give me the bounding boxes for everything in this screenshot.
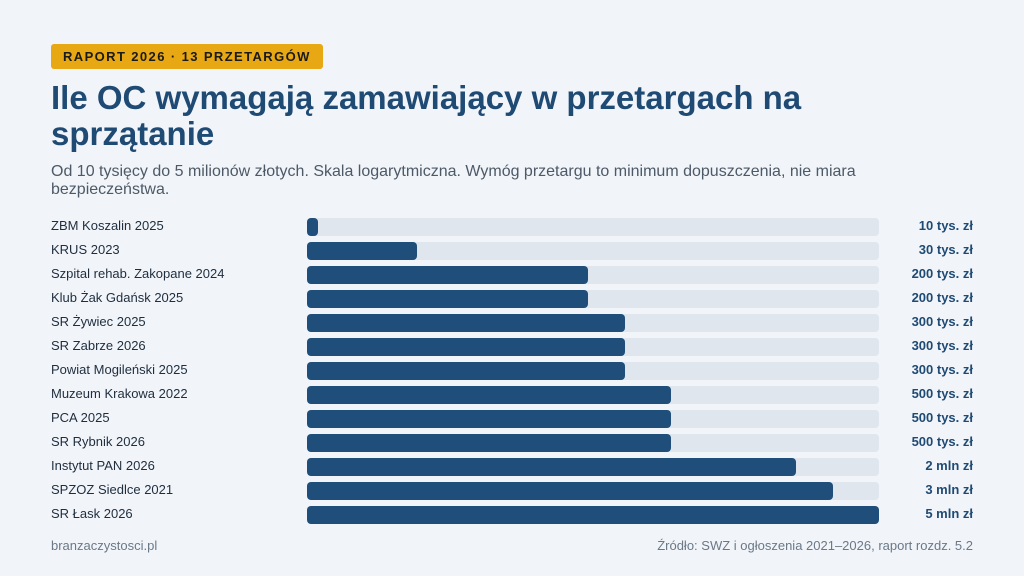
bar — [307, 290, 589, 308]
bar-category-label: SR Rybnik 2026 — [51, 434, 145, 449]
bar-track — [307, 242, 879, 260]
bar-row: Instytut PAN 2026 2 mln zł — [0, 454, 1024, 478]
bar-track — [307, 290, 879, 308]
bar-category-label: PCA 2025 — [51, 410, 110, 425]
bar-track — [307, 362, 879, 380]
bar-row: PCA 2025 500 tys. zł — [0, 406, 1024, 430]
source-note: Źródło: SWZ i ogłoszenia 2021–2026, rapo… — [657, 538, 973, 553]
bar — [307, 242, 418, 260]
bar-value-label: 5 mln zł — [925, 506, 973, 521]
bar-row: Klub Żak Gdańsk 2025 200 tys. zł — [0, 286, 1024, 310]
bar-category-label: ZBM Koszalin 2025 — [51, 218, 164, 233]
bar-track — [307, 458, 879, 476]
bar-category-label: Klub Żak Gdańsk 2025 — [51, 290, 184, 305]
bar-track — [307, 338, 879, 356]
page-title: Ile OC wymagają zamawiający w przetargac… — [51, 79, 802, 152]
bar — [307, 506, 879, 524]
bar — [307, 482, 833, 500]
bar-row: SR Żywiec 2025 300 tys. zł — [0, 310, 1024, 334]
bar-row: SPZOZ Siedlce 2021 3 mln zł — [0, 478, 1024, 502]
bar-value-label: 10 tys. zł — [918, 218, 973, 233]
bar-track — [307, 314, 879, 332]
bar — [307, 362, 626, 380]
bar-track — [307, 434, 879, 452]
bar-value-label: 200 tys. zł — [911, 266, 973, 281]
bar-category-label: Muzeum Krakowa 2022 — [51, 386, 188, 401]
bar-track — [307, 506, 879, 524]
bar-value-label: 500 tys. zł — [911, 410, 973, 425]
bar-category-label: Szpital rehab. Zakopane 2024 — [51, 266, 225, 281]
bar-track — [307, 266, 879, 284]
bar-value-label: 500 tys. zł — [911, 434, 973, 449]
bar — [307, 218, 318, 236]
bar-category-label: KRUS 2023 — [51, 242, 120, 257]
bar-row: ZBM Koszalin 2025 10 tys. zł — [0, 214, 1024, 238]
bar-track — [307, 386, 879, 404]
bar-row: KRUS 2023 30 tys. zł — [0, 238, 1024, 262]
bar-category-label: Instytut PAN 2026 — [51, 458, 155, 473]
bar — [307, 338, 626, 356]
bar — [307, 386, 672, 404]
bar-row: SR Rybnik 2026 500 tys. zł — [0, 430, 1024, 454]
bar-category-label: Powiat Mogileński 2025 — [51, 362, 188, 377]
site-name: branzaczystosci.pl — [51, 538, 158, 553]
bar-category-label: SR Zabrze 2026 — [51, 338, 146, 353]
bar-value-label: 2 mln zł — [925, 458, 973, 473]
bar-value-label: 3 mln zł — [925, 482, 973, 497]
report-badge: RAPORT 2026 · 13 PRZETARGÓW — [51, 44, 323, 69]
bar-value-label: 300 tys. zł — [911, 314, 973, 329]
bar-track — [307, 482, 879, 500]
bar — [307, 434, 672, 452]
bar-row: SR Łask 2026 5 mln zł — [0, 502, 1024, 526]
bar-value-label: 30 tys. zł — [918, 242, 973, 257]
page-subtitle: Od 10 tysięcy do 5 milionów złotych. Ska… — [51, 163, 856, 198]
bar-row: SR Zabrze 2026 300 tys. zł — [0, 334, 1024, 358]
bar — [307, 314, 626, 332]
bar-track — [307, 410, 879, 428]
bar-value-label: 300 tys. zł — [911, 338, 973, 353]
bar-category-label: SR Żywiec 2025 — [51, 314, 146, 329]
bar-track — [307, 218, 879, 236]
bar-row: Muzeum Krakowa 2022 500 tys. zł — [0, 382, 1024, 406]
bar-row: Szpital rehab. Zakopane 2024 200 tys. zł — [0, 262, 1024, 286]
bar-value-label: 200 tys. zł — [911, 290, 973, 305]
bar-value-label: 300 tys. zł — [911, 362, 973, 377]
bar-category-label: SR Łask 2026 — [51, 506, 133, 521]
bar — [307, 458, 797, 476]
bar — [307, 266, 589, 284]
bar-category-label: SPZOZ Siedlce 2021 — [51, 482, 174, 497]
bar-value-label: 500 tys. zł — [911, 386, 973, 401]
bar — [307, 410, 672, 428]
bar-row: Powiat Mogileński 2025 300 tys. zł — [0, 358, 1024, 382]
